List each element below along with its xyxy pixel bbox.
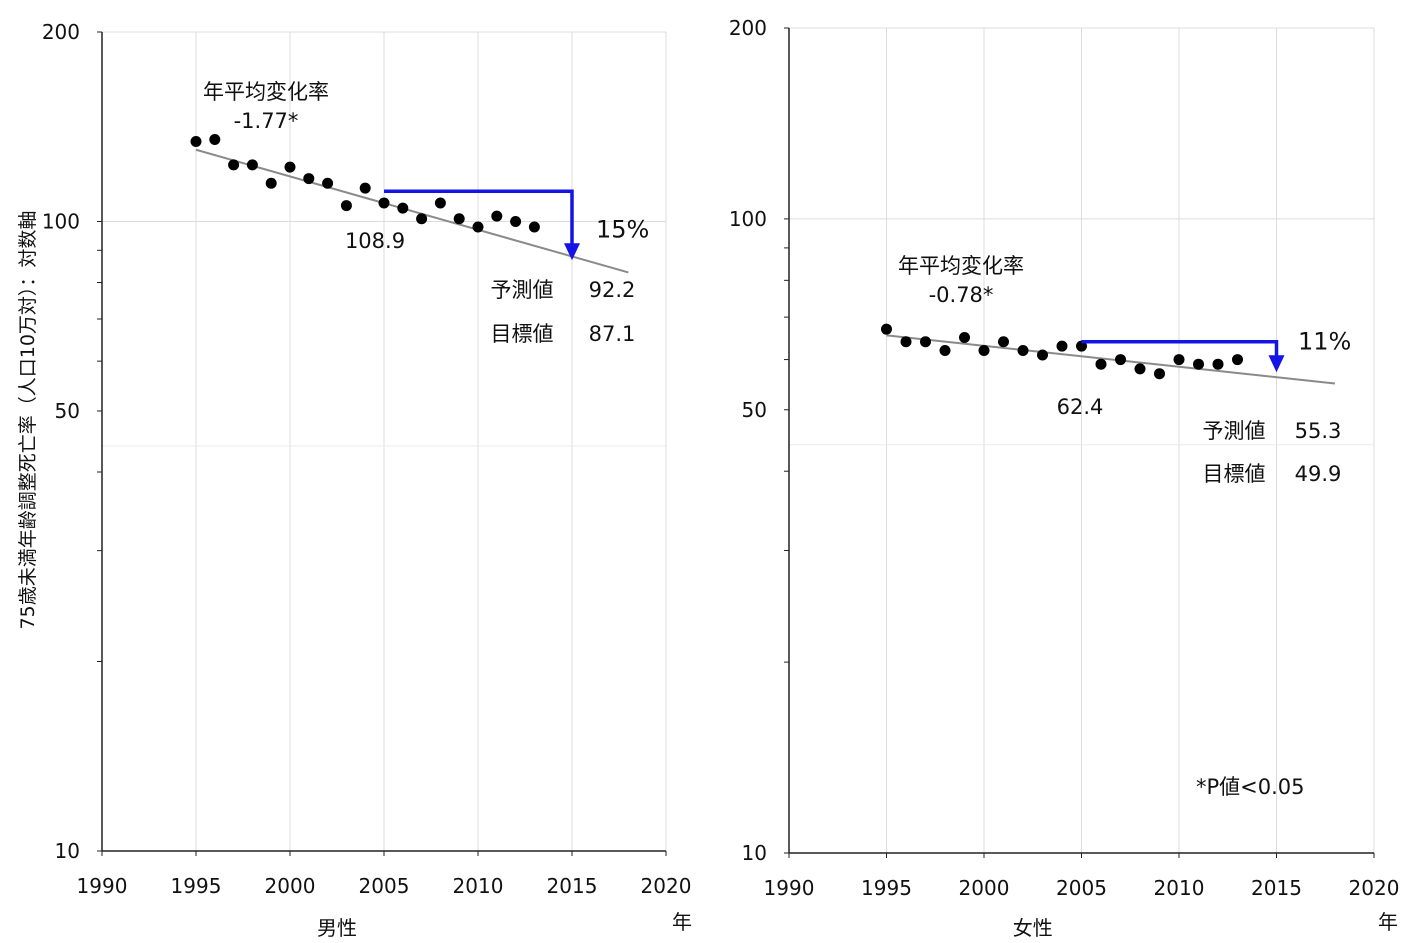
data-point bbox=[284, 161, 296, 173]
x-tick-label: 1995 bbox=[171, 874, 222, 898]
trend-line bbox=[195, 148, 629, 274]
x-tick-label: 2020 bbox=[641, 874, 692, 898]
y-axis-label: 75歳未満年齢調整死亡率（人口10万対）：対数軸 bbox=[17, 211, 39, 630]
footnote: *P値<0.05 bbox=[1196, 775, 1305, 799]
data-point bbox=[416, 213, 428, 225]
rate-value: -0.78* bbox=[929, 283, 994, 307]
forecast-label: 予測値 bbox=[491, 278, 554, 302]
data-point bbox=[322, 177, 334, 189]
y-tick-label: 200 bbox=[42, 20, 80, 44]
x-tick-label: 2010 bbox=[453, 874, 504, 898]
data-point bbox=[246, 159, 258, 171]
data-point bbox=[959, 332, 970, 344]
y-tick-label: 200 bbox=[729, 16, 767, 40]
data-point bbox=[900, 336, 912, 348]
data-point bbox=[1115, 354, 1126, 366]
x-tick-label: 2020 bbox=[1349, 876, 1400, 900]
base-value-label: 108.9 bbox=[345, 229, 405, 253]
goal-label: 目標値 bbox=[491, 322, 554, 346]
data-point bbox=[190, 135, 202, 147]
trend-line bbox=[886, 334, 1336, 385]
forecast-value: 92.2 bbox=[589, 278, 636, 302]
x-tick-label: 2005 bbox=[1056, 876, 1107, 900]
y-tick-label: 50 bbox=[742, 398, 767, 422]
goal-label: 目標値 bbox=[1203, 462, 1266, 486]
data-point bbox=[978, 345, 990, 357]
goal-value: 49.9 bbox=[1295, 462, 1342, 486]
data-point bbox=[939, 345, 951, 357]
data-point bbox=[1212, 358, 1224, 370]
data-point bbox=[1173, 354, 1185, 366]
x-tick-label: 1990 bbox=[764, 876, 815, 900]
rate-label: 年平均変化率 bbox=[203, 80, 329, 104]
rate-value: -1.77* bbox=[234, 109, 299, 133]
y-tick-label: 50 bbox=[55, 399, 80, 423]
data-point bbox=[397, 202, 409, 214]
data-point bbox=[1134, 363, 1146, 375]
data-point bbox=[359, 182, 371, 194]
data-point bbox=[1193, 358, 1204, 370]
data-point bbox=[434, 197, 446, 209]
data-point bbox=[265, 177, 277, 189]
data-point bbox=[528, 221, 540, 233]
year-unit-label: 年 bbox=[672, 910, 692, 934]
x-tick-label: 2015 bbox=[1251, 876, 1302, 900]
panel-male: 200 100 50 10 1990 1995 2000 2005 2010 2015 2020 男性… bbox=[42, 20, 692, 940]
forecast-label: 予測値 bbox=[1203, 419, 1266, 443]
y-tick-label: 100 bbox=[42, 209, 80, 233]
x-tick-label: 2005 bbox=[359, 874, 410, 898]
data-point bbox=[209, 133, 221, 145]
goal-value: 87.1 bbox=[589, 322, 636, 346]
percent-label: 11% bbox=[1298, 327, 1351, 355]
reduction-arrow-line bbox=[1081, 340, 1279, 358]
x-tick-label: 2000 bbox=[959, 876, 1010, 900]
data-point bbox=[1154, 368, 1165, 380]
panel-label: 女性 bbox=[1013, 916, 1053, 940]
percent-label: 15% bbox=[596, 215, 649, 243]
x-tick-label: 1990 bbox=[77, 874, 128, 898]
data-point bbox=[340, 200, 352, 212]
data-point bbox=[228, 159, 240, 171]
data-point bbox=[378, 197, 390, 209]
data-point bbox=[303, 173, 315, 185]
rate-label: 年平均変化率 bbox=[898, 254, 1024, 278]
data-point bbox=[1232, 354, 1243, 366]
data-point bbox=[491, 210, 503, 222]
x-tick-label: 2010 bbox=[1154, 876, 1205, 900]
base-value-label: 62.4 bbox=[1057, 395, 1104, 419]
data-point bbox=[998, 336, 1009, 348]
data-point bbox=[920, 336, 931, 348]
y-tick-label: 10 bbox=[742, 841, 767, 865]
reduction-arrow-line bbox=[384, 189, 574, 246]
data-point bbox=[1056, 340, 1068, 352]
reduction-arrow-head bbox=[564, 243, 580, 261]
panel-label: 男性 bbox=[317, 916, 357, 940]
data-point bbox=[510, 215, 522, 227]
panel-female: 200 100 50 10 1990 1995 2000 2005 2010 2015 2020 女性… bbox=[729, 16, 1400, 940]
forecast-value: 55.3 bbox=[1295, 419, 1342, 443]
data-point bbox=[1017, 345, 1029, 357]
y-tick-label: 100 bbox=[729, 207, 767, 231]
data-point bbox=[453, 213, 465, 225]
data-point bbox=[1037, 349, 1048, 361]
y-tick-label: 10 bbox=[55, 839, 80, 863]
reduction-arrow-head bbox=[1268, 355, 1285, 373]
year-unit-label: 年 bbox=[1378, 910, 1398, 934]
data-point bbox=[472, 221, 484, 233]
x-tick-label: 1995 bbox=[861, 876, 912, 900]
x-tick-label: 2000 bbox=[265, 874, 316, 898]
data-point bbox=[881, 323, 892, 335]
x-tick-label: 2015 bbox=[547, 874, 598, 898]
data-point bbox=[1095, 358, 1107, 370]
